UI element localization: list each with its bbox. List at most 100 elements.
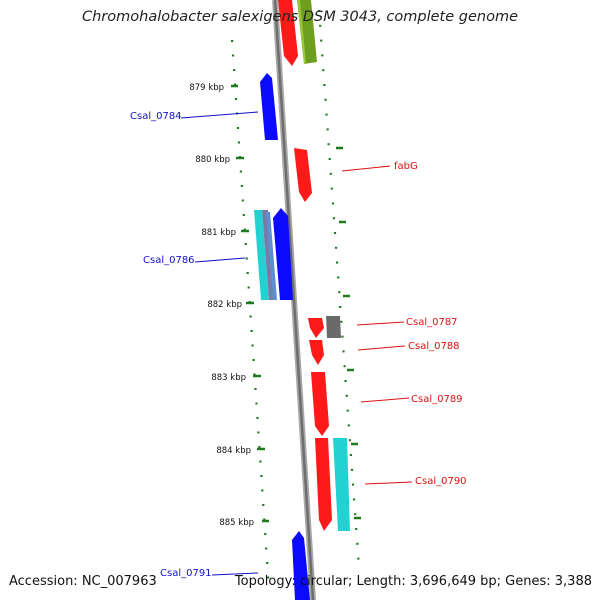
leader-line-csal-0791: [211, 572, 259, 576]
minor-tick-dot: [318, 10, 321, 12]
minor-tick-dot: [233, 69, 236, 71]
minor-tick-dot: [333, 232, 337, 234]
minor-tick-dot: [320, 39, 323, 42]
minor-tick-dot: [341, 335, 344, 338]
major-ticks: [231, 84, 361, 523]
minor-tick-dot: [263, 518, 266, 521]
tick-dots: [231, 10, 360, 579]
minor-tick-dot: [264, 533, 267, 535]
gene-label-csal-0786[interactable]: Csal_0786: [143, 255, 195, 266]
minor-tick-dot: [335, 246, 338, 249]
minor-tick-dot: [340, 320, 343, 323]
minor-tick-dot: [260, 475, 263, 477]
minor-tick-dot: [255, 402, 258, 405]
gene-label-csal-0788[interactable]: Csal_0788: [408, 341, 460, 352]
minor-tick-dot: [344, 380, 347, 382]
minor-tick-dot: [325, 113, 328, 116]
gene-arrow-csal-0786-steel[interactable]: [266, 212, 277, 300]
kbp-label: 880 kbp: [195, 155, 230, 165]
gene-features: [254, 0, 350, 600]
minor-tick-dot: [321, 54, 324, 57]
gene-arrow-gray[interactable]: [326, 316, 341, 338]
leader-line-csal-0787: [356, 321, 405, 326]
minor-tick-dot: [261, 489, 264, 492]
gene-arrow-csal-0788[interactable]: [309, 340, 324, 365]
minor-tick-dot: [262, 504, 265, 506]
gene-label-csal-0787[interactable]: Csal_0787: [406, 317, 458, 328]
minor-tick-dot: [242, 214, 245, 216]
gene-arrow-csal-0790[interactable]: [315, 438, 332, 531]
minor-tick-dot: [246, 272, 249, 274]
gene-label-fabg[interactable]: fabG: [394, 161, 418, 172]
leader-line-csal-0789: [360, 397, 410, 403]
topology-info: Topology: circular; Length: 3,696,649 bp…: [234, 574, 592, 589]
minor-tick-dot: [237, 141, 240, 144]
gene-label-csal-0790[interactable]: Csal_0790: [415, 476, 467, 487]
minor-tick-dot: [245, 257, 248, 260]
gene-arrow-csal-0787[interactable]: [308, 318, 324, 338]
gene-label-csal-0789[interactable]: Csal_0789: [411, 394, 463, 405]
minor-tick-dot: [236, 127, 240, 129]
minor-tick-dot: [240, 185, 243, 187]
leader-line-csal-0786: [194, 257, 246, 263]
genome-title: Chromohalobacter salexigens DSM 3043, co…: [81, 9, 518, 25]
minor-tick-dot: [232, 54, 235, 57]
minor-tick-dot: [347, 424, 350, 427]
minor-tick-dot: [339, 306, 342, 308]
gene-arrow-red[interactable]: [278, 0, 298, 66]
minor-tick-dot: [233, 83, 237, 86]
minor-tick-dot: [330, 187, 333, 190]
minor-tick-dot: [239, 170, 242, 173]
minor-tick-dot: [346, 409, 349, 412]
minor-tick-dot: [253, 373, 256, 376]
minor-tick-dot: [326, 128, 329, 131]
gene-arrow-fabg[interactable]: [294, 148, 312, 202]
gene-arrow-csal-0789[interactable]: [311, 372, 329, 436]
gene-arrow-olive[interactable]: [297, 0, 317, 64]
gene-label-csal-0791[interactable]: Csal_0791: [160, 568, 212, 579]
gene-arrow-csal-0784[interactable]: [260, 73, 278, 140]
minor-tick-dot: [355, 528, 358, 530]
minor-tick-dot: [350, 468, 354, 471]
gene-arrow-blue[interactable]: [273, 208, 293, 300]
minor-tick-dot: [241, 199, 244, 202]
minor-tick-dot: [243, 228, 246, 231]
kbp-label: 882 kbp: [207, 300, 242, 310]
gene-arrow-csal-0786-cyan[interactable]: [254, 210, 269, 300]
minor-tick-dot: [231, 40, 234, 42]
minor-tick-dot: [322, 69, 325, 72]
gene-arrow-csal-0791[interactable]: [292, 531, 310, 600]
minor-tick-dot: [343, 365, 346, 368]
minor-tick-dot: [348, 439, 351, 442]
kbp-label: 881 kbp: [201, 228, 236, 238]
minor-tick-dot: [332, 217, 336, 220]
minor-tick-dot: [349, 454, 352, 456]
minor-tick-dot: [249, 315, 252, 318]
kbp-label: 885 kbp: [219, 518, 254, 528]
minor-tick-dot: [319, 24, 322, 27]
gene-label-csal-0784[interactable]: Csal_0784: [130, 111, 182, 122]
minor-tick-dot: [354, 513, 357, 516]
kbp-label: 883 kbp: [211, 373, 246, 383]
minor-tick-dot: [356, 542, 359, 545]
minor-tick-dot: [244, 243, 247, 245]
leader-line-csal-0788: [357, 345, 406, 351]
minor-tick-dot: [259, 460, 262, 463]
accession-info: Accession: NC_007963: [9, 574, 157, 589]
gene-arrow-cyan[interactable]: [333, 438, 350, 531]
minor-tick-dot: [338, 291, 341, 294]
minor-tick-dot: [353, 498, 356, 501]
minor-tick-dot: [345, 394, 348, 397]
minor-tick-dot: [336, 261, 339, 264]
minor-tick-dot: [234, 98, 238, 100]
leader-line-csal-0790: [364, 481, 413, 485]
kbp-label: 879 kbp: [189, 83, 224, 93]
minor-tick-dot: [342, 350, 345, 353]
minor-tick-dot: [331, 202, 334, 205]
minor-tick-dot: [327, 143, 330, 146]
minor-tick-dot: [324, 98, 327, 101]
minor-tick-dot: [323, 84, 326, 86]
minor-tick-dot: [337, 276, 340, 279]
minor-tick-dot: [250, 330, 253, 332]
kbp-label: 884 kbp: [216, 446, 251, 456]
